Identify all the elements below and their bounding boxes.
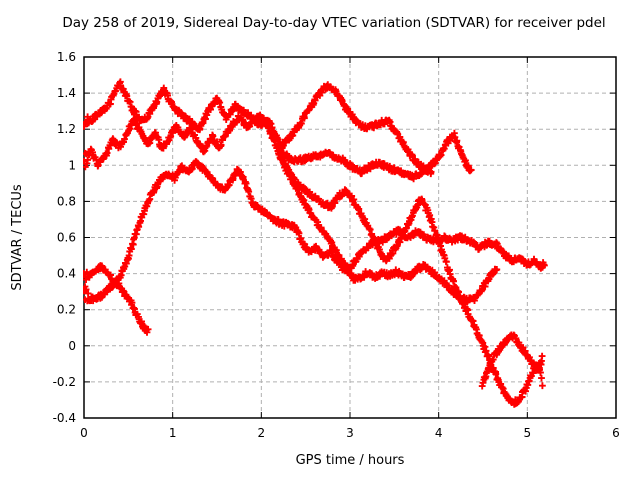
y-tick-label: 0.8 (57, 194, 76, 208)
series-trace-4-markers (83, 158, 548, 305)
y-tick-label: 1 (68, 158, 76, 172)
y-tick-label: 0 (68, 339, 76, 353)
series-trace-3-markers (275, 81, 435, 178)
y-tick-label: -0.4 (53, 411, 76, 425)
x-tick-label: 4 (435, 426, 443, 440)
series-trace-2-markers (83, 111, 501, 305)
y-tick-label: 1.6 (57, 50, 76, 64)
series-trace-7-markers (478, 331, 546, 390)
plot-border (83, 56, 617, 419)
y-tick-label: 1.4 (57, 86, 76, 100)
x-tick-label: 3 (346, 426, 354, 440)
y-axis-label: SDTVAR / TECUs (10, 184, 25, 291)
y-tick-label: 0.4 (57, 267, 76, 281)
axis-ticks (83, 56, 617, 419)
y-tick-label: 1.2 (57, 122, 76, 136)
x-axis-label: GPS time / hours (296, 453, 405, 468)
tick-labels: 0 1 2 3 4 5 6 -0.4 -0.2 0 0.2 0.4 0.6 0.8 1 1.2 1.4 1.6 (53, 50, 620, 440)
x-tick-label: 1 (169, 426, 177, 440)
x-tick-label: 2 (258, 426, 266, 440)
x-tick-label: 5 (524, 426, 532, 440)
y-tick-label: -0.2 (53, 375, 76, 389)
x-tick-label: 6 (612, 426, 620, 440)
y-tick-label: 0.6 (57, 231, 76, 245)
data-markers (83, 78, 548, 408)
series-trace-6-markers (275, 151, 546, 408)
chart-title: Day 258 of 2019, Sidereal Day-to-day VTE… (62, 15, 605, 31)
x-tick-label: 0 (80, 426, 88, 440)
series-trace-5-markers (83, 262, 152, 336)
y-tick-label: 0.2 (57, 303, 76, 317)
